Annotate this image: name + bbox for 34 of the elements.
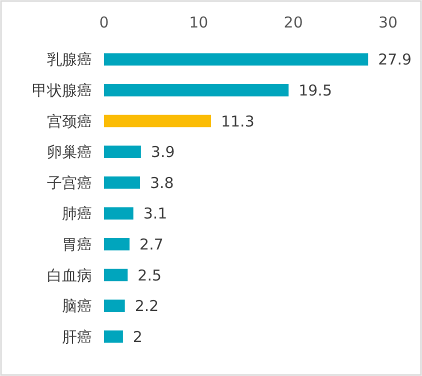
bar	[104, 176, 140, 189]
bar	[104, 84, 289, 96]
data-label: 11.3	[220, 112, 254, 130]
bar	[104, 114, 211, 128]
x-tick-label: 20	[284, 13, 303, 32]
y-tick-label: 宫颈癌	[47, 112, 92, 130]
y-tick-label: 胃癌	[62, 235, 92, 254]
data-label: 19.5	[298, 81, 332, 100]
bar	[104, 238, 130, 250]
y-tick-label: 卵巢癌	[47, 143, 92, 162]
data-label: 3.1	[143, 204, 168, 223]
y-tick-label: 白血病	[47, 266, 92, 284]
y-tick-label: 乳腺癌	[47, 50, 92, 69]
data-label: 3.8	[150, 174, 174, 192]
bar	[104, 268, 128, 282]
x-tick-label: 30	[378, 13, 398, 32]
bar	[104, 207, 134, 220]
bar	[104, 330, 123, 343]
bar	[104, 300, 125, 312]
data-label: 2.2	[134, 297, 159, 316]
data-label: 2	[132, 328, 142, 346]
y-tick-label: 肝癌	[62, 328, 92, 346]
bar	[104, 53, 368, 66]
y-tick-label: 脑癌	[62, 297, 92, 316]
y-tick-label: 甲状腺癌	[32, 81, 92, 100]
data-label: 27.9	[378, 50, 412, 69]
data-label: 2.7	[140, 235, 164, 254]
x-tick-label: 10	[189, 13, 208, 32]
x-tick-label: 0	[99, 13, 109, 32]
data-label: 3.9	[150, 143, 175, 162]
y-tick-label: 肺癌	[62, 204, 92, 223]
y-tick-label: 子宫癌	[47, 174, 92, 192]
bar	[104, 146, 141, 158]
data-label: 2.5	[138, 266, 162, 284]
